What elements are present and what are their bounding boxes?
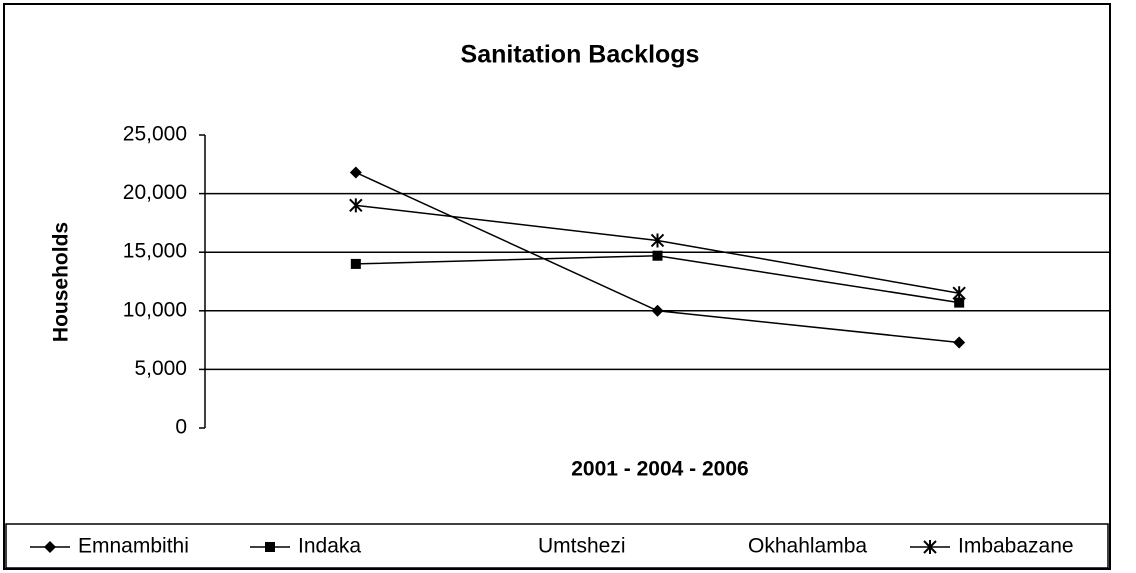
data-point — [349, 198, 363, 213]
data-point — [650, 233, 665, 248]
data-point — [652, 250, 663, 261]
y-tick-label: 5,000 — [134, 357, 187, 380]
y-tick-label: 25,000 — [123, 123, 187, 146]
x-axis-label: 2001 - 2004 - 2006 — [571, 458, 748, 481]
legend-label: Okhahlamba — [748, 535, 867, 558]
legend-marker — [265, 542, 275, 552]
legend-marker — [923, 540, 937, 554]
data-point — [952, 286, 966, 301]
data-point — [651, 304, 664, 317]
legend-label: Imbabazane — [958, 535, 1074, 558]
legend-label: Indaka — [298, 535, 361, 558]
data-point — [349, 166, 362, 179]
y-tick-label: 10,000 — [123, 298, 187, 321]
y-tick-label: 0 — [175, 416, 187, 439]
data-point — [954, 297, 965, 308]
legend-box — [5, 523, 1109, 569]
y-axis-label: Households — [50, 222, 73, 342]
chart-frame — [3, 3, 1111, 570]
y-tick-label: 20,000 — [123, 181, 187, 204]
chart-title: Sanitation Backlogs — [461, 41, 700, 69]
y-tick-label: 15,000 — [123, 240, 187, 263]
data-point — [350, 258, 361, 269]
legend-marker — [44, 541, 56, 553]
legend-label: Umtshezi — [538, 535, 626, 558]
legend-label: Emnambithi — [78, 535, 189, 558]
data-point — [953, 336, 966, 349]
